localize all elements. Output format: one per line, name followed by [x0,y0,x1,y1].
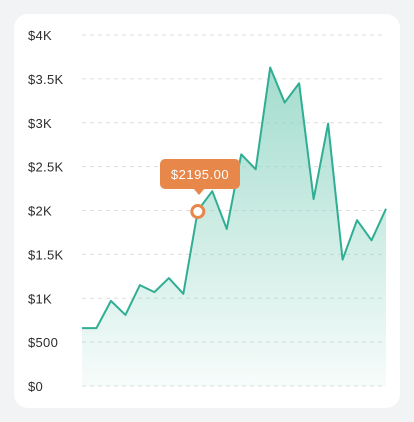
y-tick-label: $3K [28,116,52,131]
tooltip-arrow [193,188,205,195]
y-tick-label: $1K [28,291,52,306]
series-line [82,66,387,330]
highlight-point-marker[interactable] [190,204,206,219]
y-tick-label: $4K [28,28,52,43]
y-tick-label: $0 [28,379,43,394]
y-tick-label: $500 [28,335,58,350]
y-tick-label: $2K [28,204,52,219]
value-tooltip: $2195.00 [160,159,240,189]
y-tick-label: $3.5K [28,72,64,87]
y-tick-label: $2.5K [28,160,64,175]
area-fill [82,67,386,386]
y-tick-label: $1.5K [28,247,64,262]
